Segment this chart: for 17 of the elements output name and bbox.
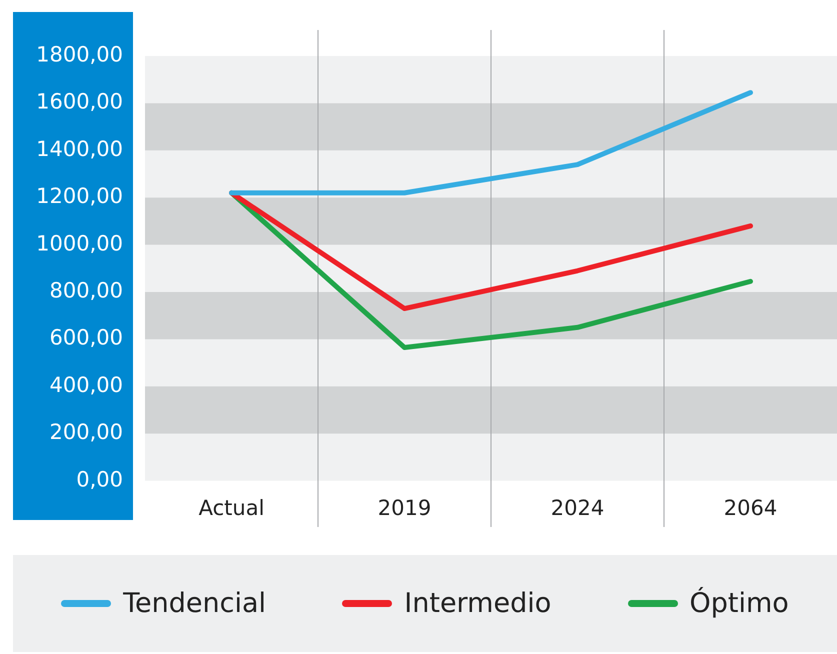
- y-tick-label: 1400,00: [36, 136, 123, 161]
- y-tick-label: 400,00: [50, 372, 123, 397]
- x-tick-label: 2019: [378, 496, 432, 520]
- legend-label: Tendencial: [123, 588, 266, 619]
- legend-label: Intermedio: [404, 588, 552, 619]
- y-tick-label: 0,00: [76, 467, 123, 492]
- y-tick-label: 1800,00: [36, 42, 123, 66]
- y-tick-label: 200,00: [50, 420, 123, 444]
- y-tick-label: 1200,00: [36, 184, 123, 208]
- legend-label: Óptimo: [690, 588, 789, 619]
- x-tick-label: Actual: [198, 496, 264, 520]
- y-tick-label: 800,00: [50, 278, 123, 302]
- x-tick-label: 2064: [724, 496, 778, 520]
- y-tick-label: 1600,00: [36, 90, 123, 114]
- x-tick-label: 2024: [550, 496, 604, 520]
- y-tick-label: 600,00: [50, 326, 123, 350]
- y-tick-label: 1000,00: [36, 231, 123, 256]
